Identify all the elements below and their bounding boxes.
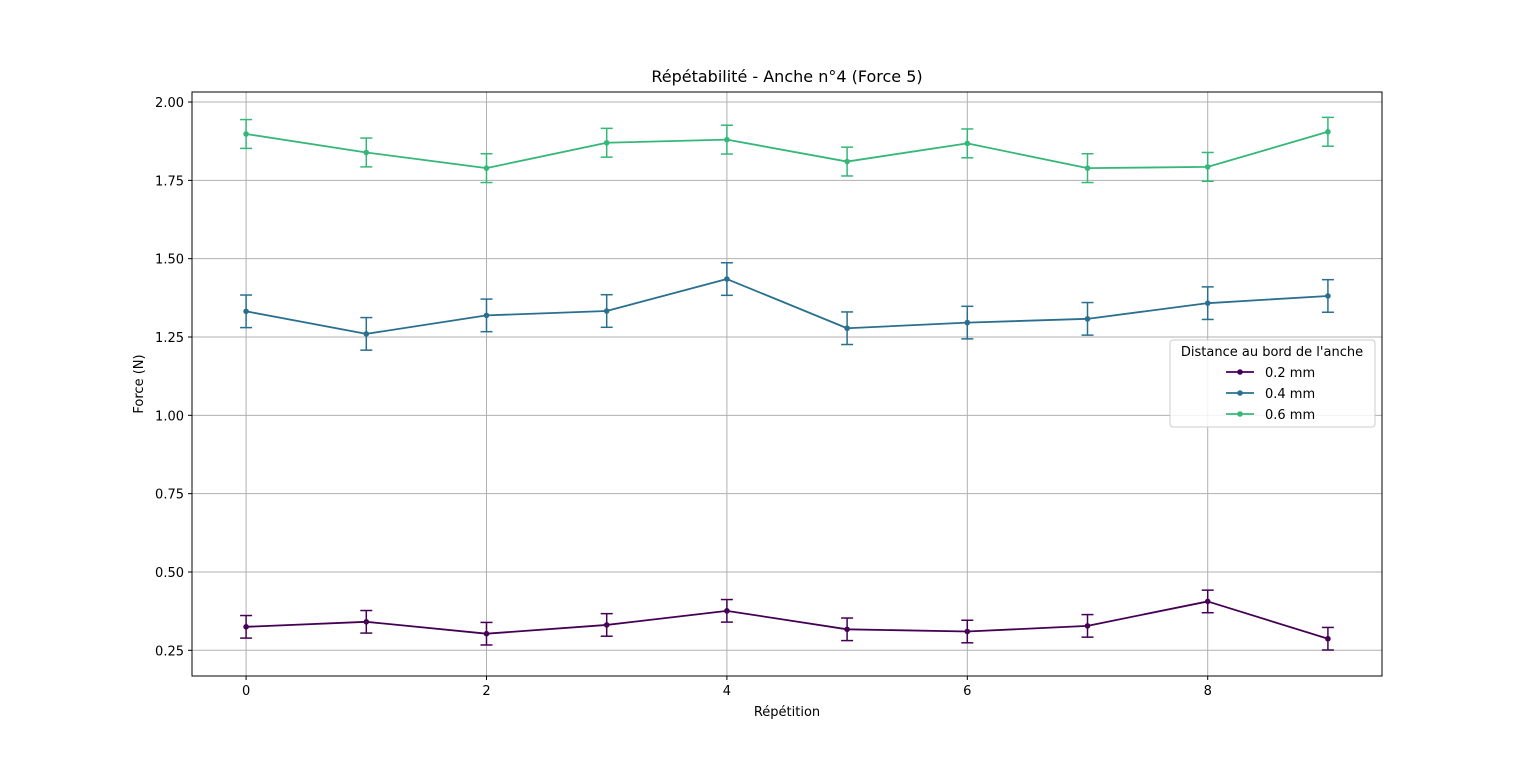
- y-tick-label: 1.50: [155, 253, 184, 268]
- series-0-6-mm: [240, 116, 1334, 184]
- data-point: [964, 140, 971, 147]
- legend-title: Distance au bord de l'anche: [1181, 345, 1363, 360]
- y-tick-label: 0.50: [155, 566, 184, 581]
- legend-label: 0.4 mm: [1265, 387, 1315, 402]
- y-tick-label: 1.75: [155, 174, 184, 189]
- x-tick-label: 8: [1204, 684, 1212, 699]
- data-point: [243, 308, 249, 315]
- data-point: [1325, 635, 1331, 642]
- series-0-4-mm: [240, 262, 1334, 351]
- data-point: [724, 276, 730, 282]
- x-tick-label: 6: [963, 684, 971, 699]
- data-point: [1204, 300, 1211, 306]
- data-point: [724, 608, 730, 614]
- legend-marker: [1237, 369, 1243, 375]
- legend-label: 0.2 mm: [1265, 366, 1315, 381]
- data-point: [1325, 293, 1331, 299]
- y-tick-label: 1.00: [155, 409, 184, 424]
- y-tick-label: 0.75: [155, 488, 184, 503]
- data-point: [363, 618, 370, 625]
- data-point: [724, 136, 730, 143]
- legend-entry: 0.6 mm: [1226, 408, 1315, 423]
- legend-label: 0.6 mm: [1265, 408, 1315, 423]
- y-tick-label: 2.00: [155, 96, 184, 111]
- y-axis-label: Force (N): [132, 354, 147, 413]
- data-point: [844, 626, 850, 633]
- y-axis: 0.25 0.50 0.75 1.00 1.25 1.50 1.75 2.00: [155, 96, 192, 659]
- legend-marker: [1237, 411, 1243, 417]
- series-line: [246, 600, 1329, 640]
- legend-entry: 0.4 mm: [1226, 387, 1315, 402]
- data-point: [1084, 623, 1091, 629]
- chart-title: Répétabilité - Anche n°4 (Force 5): [651, 67, 922, 86]
- data-point: [1325, 128, 1331, 135]
- legend-box: [1169, 339, 1376, 428]
- data-point: [483, 165, 490, 171]
- data-point: [1204, 598, 1211, 605]
- x-axis: 0 2 4 6 8: [242, 676, 1212, 699]
- data-point: [1084, 165, 1091, 171]
- data-point: [603, 139, 610, 146]
- data-point: [483, 630, 490, 637]
- data-point: [603, 308, 610, 314]
- data-point: [1084, 316, 1091, 322]
- series-line: [245, 278, 1328, 335]
- data-point: [363, 331, 370, 337]
- data-point: [964, 319, 971, 326]
- series-line: [245, 130, 1329, 170]
- plot-frame: [191, 91, 1383, 677]
- y-tick-label: 0.25: [155, 644, 184, 659]
- y-tick-label: 1.25: [155, 331, 184, 346]
- data-point: [243, 131, 249, 137]
- x-tick-label: 4: [723, 684, 731, 699]
- legend-marker: [1237, 390, 1243, 396]
- x-axis-label: Répétition: [754, 705, 820, 720]
- data-point: [243, 624, 249, 630]
- data-point: [844, 158, 850, 165]
- data-point: [483, 312, 490, 319]
- data-point: [964, 628, 971, 635]
- data-point: [603, 622, 610, 628]
- x-tick-label: 0: [242, 684, 250, 699]
- data-point: [363, 149, 370, 156]
- x-tick-label: 2: [482, 684, 490, 699]
- series-layer: [240, 116, 1334, 651]
- grid: [192, 92, 1382, 676]
- legend-entry: 0.2 mm: [1226, 366, 1315, 381]
- legend: Distance au bord de l'anche 0.2 mm 0.4 mm…: [1169, 339, 1376, 428]
- data-point: [1204, 164, 1211, 170]
- data-point: [844, 325, 850, 332]
- series-0-2-mm: [240, 589, 1334, 651]
